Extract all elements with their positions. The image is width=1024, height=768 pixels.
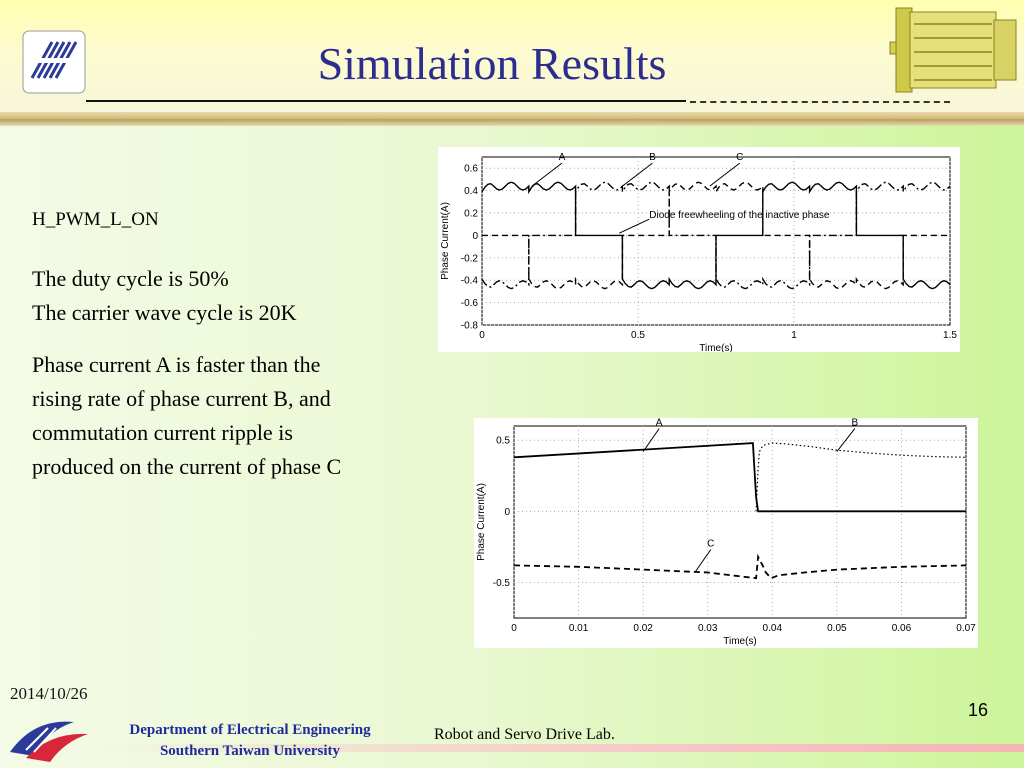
annotation-b: B (649, 152, 656, 163)
page-title: Simulation Results (317, 38, 667, 89)
department-logo-icon (10, 721, 88, 762)
x-tick-label: 0.01 (569, 623, 589, 634)
pwm-mode-label: H_PWM_L_ON (32, 209, 159, 230)
annotation-a-arrow (531, 162, 563, 187)
annotation-c: C (707, 538, 714, 549)
y-tick-label: -0.6 (461, 298, 479, 309)
x-tick-label: 0 (511, 623, 517, 634)
annotation-b: B (852, 418, 859, 429)
series-line-a (513, 442, 966, 513)
duty-cycle-line: The duty cycle is 50% (32, 266, 229, 291)
x-tick-label: 0.04 (763, 623, 783, 634)
y-tick-label: 0 (504, 507, 510, 518)
y-tick-label: 0.2 (464, 209, 478, 220)
title-underline (86, 100, 686, 102)
y-tick-label: -0.8 (461, 321, 479, 332)
annotation-c-arrow (709, 162, 741, 187)
header-band (0, 0, 1024, 125)
series-line-c (513, 553, 967, 580)
explanation-text: Phase current A is faster than the risin… (32, 348, 432, 484)
chart2-frame (513, 425, 967, 619)
y-tick-label: -0.2 (461, 253, 479, 264)
x-tick-label: 0.03 (698, 623, 718, 634)
explanation-line: commutation current ripple is (32, 420, 293, 445)
x-tick-label: 0.02 (633, 623, 653, 634)
series-line-b (755, 442, 967, 512)
annotation-diode-arrow (619, 218, 650, 234)
servo-motor-icon (889, 7, 1017, 93)
header-stripe (0, 112, 1024, 126)
annotation-diode: Diode freewheeling of the inactive phase (649, 210, 830, 221)
y-axis-label: Phase Current(A) (440, 202, 451, 280)
x-tick-label: 1 (791, 330, 797, 341)
annotation-a-arrow (642, 428, 660, 452)
phase-current-chart-full: 0 0.5 1 1.5 0.6 0.4 0.2 0 -0.2 -0.4 -0.6 -0.8 Time(s… (438, 147, 960, 354)
university-line: Southern Taiwan University (159, 743, 341, 759)
annotation-b-arrow (622, 162, 653, 187)
x-tick-label: 1.5 (943, 330, 957, 341)
y-axis-label: Phase Current(A) (476, 483, 487, 561)
department-name: Department of Electrical Engineering Sou… (100, 720, 400, 762)
x-axis-label: Time(s) (723, 636, 757, 647)
annotation-a: A (656, 418, 663, 429)
y-tick-label: 0.6 (464, 164, 478, 175)
annotation-b-arrow (836, 428, 856, 452)
slide-date: 2014/10/26 (10, 684, 88, 703)
annotation-c: C (736, 152, 743, 163)
page-number: 16 (968, 700, 989, 720)
lab-name: Robot and Servo Drive Lab. (434, 726, 615, 743)
department-line: Department of Electrical Engineering (129, 722, 371, 738)
y-tick-label: 0.4 (464, 186, 478, 197)
x-tick-label: 0.05 (827, 623, 847, 634)
parameter-text: The duty cycle is 50% The carrier wave c… (32, 262, 432, 330)
x-tick-label: 0.06 (892, 623, 912, 634)
title-dash-line (690, 101, 950, 103)
y-tick-label: 0.5 (496, 436, 510, 447)
explanation-line: rising rate of phase current B, and (32, 386, 331, 411)
y-tick-label: 0 (472, 231, 478, 242)
y-tick-label: -0.4 (461, 276, 479, 287)
annotation-a: A (559, 152, 566, 163)
phase-current-chart-zoom: 0 0.01 0.02 0.03 0.04 0.05 0.06 0.07 0.5 0 -0.5 Tim… (474, 418, 978, 648)
annotation-c-arrow (694, 549, 712, 573)
y-tick-label: -0.5 (493, 578, 511, 589)
carrier-cycle-line: The carrier wave cycle is 20K (32, 300, 297, 325)
explanation-line: Phase current A is faster than the (32, 352, 321, 377)
footer-band (90, 744, 1024, 752)
x-tick-label: 0 (479, 330, 485, 341)
x-axis-label: Time(s) (699, 343, 733, 352)
explanation-line: produced on the current of phase C (32, 454, 342, 479)
university-logo-icon (22, 30, 86, 94)
x-tick-label: 0.5 (631, 330, 645, 341)
slide-body: H_PWM_L_ON The duty cycle is 50% The car… (32, 208, 432, 484)
series-line-c (482, 181, 950, 290)
x-tick-label: 0.07 (956, 623, 976, 634)
